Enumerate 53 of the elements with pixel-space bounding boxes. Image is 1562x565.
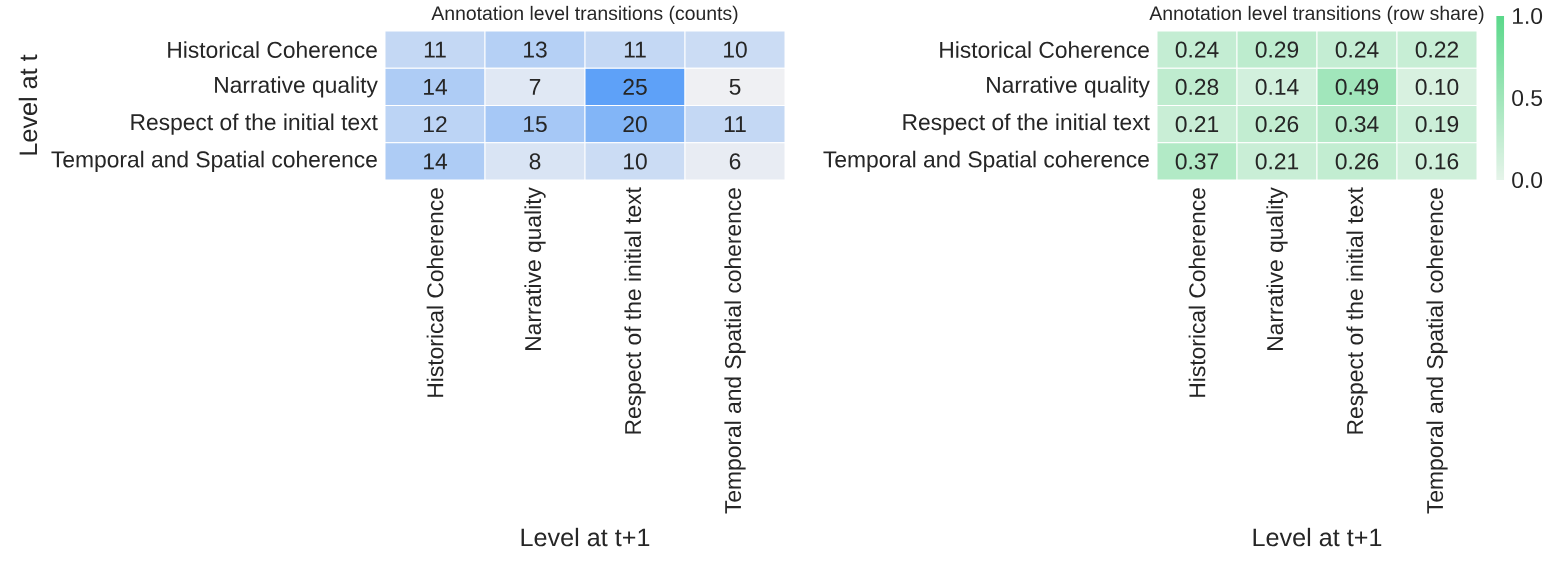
chart-title: Annotation level transitions (counts) <box>431 5 738 24</box>
data-label: 0.26 <box>1335 153 1379 170</box>
data-label: 0.21 <box>1175 116 1219 133</box>
y-tick-label: Narrative quality <box>215 76 378 98</box>
data-label: 10 <box>624 153 647 170</box>
data-label: 11 <box>624 41 646 58</box>
data-label: 0.22 <box>1415 41 1459 58</box>
data-label: 0.37 <box>1175 153 1219 170</box>
data-label: 10 <box>724 41 747 58</box>
data-label: 0.26 <box>1255 116 1299 133</box>
color-bar-label: 0.0 <box>1512 171 1543 189</box>
data-label: 15 <box>524 116 547 133</box>
x-tick-label: Temporal and Spatial coherence <box>1426 188 1448 514</box>
data-label: 7 <box>529 79 541 95</box>
color-bar-label: 0.5 <box>1512 89 1543 107</box>
chart-title: Annotation level transitions (row share) <box>1149 5 1484 24</box>
data-label: 0.34 <box>1335 116 1379 133</box>
data-label: 0.14 <box>1255 78 1299 95</box>
y-tick-label: Historical Coherence <box>168 41 377 58</box>
x-axis-title: Level at t+1 <box>521 527 650 547</box>
x-axis-title: Level at t+1 <box>1253 527 1382 547</box>
data-label: 0.29 <box>1255 41 1299 58</box>
data-label: 14 <box>424 153 448 170</box>
x-tick-label: Respect of the initial text <box>1346 187 1368 434</box>
data-label: 5 <box>729 78 741 95</box>
data-label: 25 <box>623 78 647 95</box>
data-label: 6 <box>729 153 741 170</box>
data-label: 20 <box>623 116 647 133</box>
x-tick-label: Narrative quality <box>524 187 546 350</box>
color-bar-label: 1.0 <box>1513 7 1543 25</box>
data-label: 0.19 <box>1415 116 1459 133</box>
data-label: 0.49 <box>1335 78 1379 95</box>
data-label: 0.24 <box>1175 41 1219 58</box>
x-tick-label: Narrative quality <box>1266 187 1288 350</box>
data-label: 0.24 <box>1335 41 1379 58</box>
y-tick-label: Temporal and Spatial coherence <box>823 150 1149 172</box>
data-label: 0.10 <box>1415 78 1459 95</box>
data-label: 12 <box>424 116 447 133</box>
y-axis-title: Level at t <box>18 54 38 155</box>
data-label: 8 <box>529 153 541 170</box>
data-label: 0.21 <box>1255 153 1299 170</box>
y-tick-label: Narrative quality <box>987 76 1150 98</box>
data-label: 0.28 <box>1175 78 1219 95</box>
data-label: 11 <box>724 116 746 132</box>
y-tick-label: Respect of the initial text <box>903 113 1150 135</box>
y-tick-label: Respect of the initial text <box>131 113 378 135</box>
data-label: 13 <box>524 41 547 58</box>
y-tick-label: Temporal and Spatial coherence <box>51 150 377 172</box>
x-tick-label: Respect of the initial text <box>624 187 646 434</box>
data-label: 0.16 <box>1415 153 1459 170</box>
y-tick-label: Historical Coherence <box>940 41 1149 58</box>
data-label: 11 <box>424 41 446 58</box>
data-label: 14 <box>424 79 448 95</box>
